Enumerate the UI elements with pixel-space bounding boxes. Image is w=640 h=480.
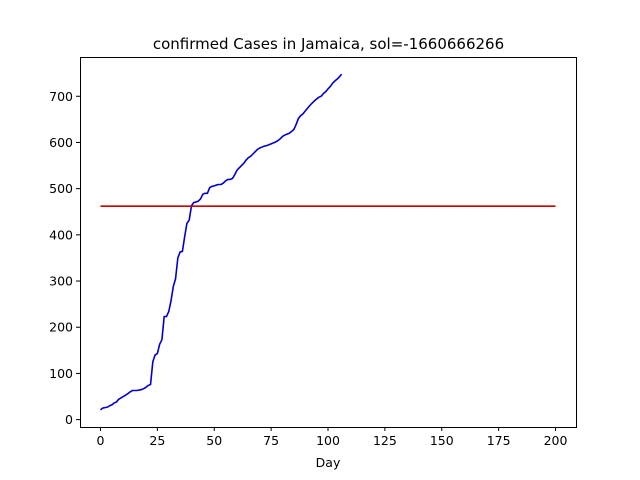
series-line-0 xyxy=(99,73,343,411)
ticks-layer: 0 25 50 75 100 125 150 175 200 0 100 200 300 400 500 60… xyxy=(49,89,567,448)
x-tick-label: 25 xyxy=(149,433,165,448)
x-tick-label: 150 xyxy=(430,433,454,448)
y-tick-label: 200 xyxy=(49,320,73,335)
y-tick-label: 600 xyxy=(49,135,73,150)
x-tick-label: 50 xyxy=(206,433,222,448)
x-tick-label: 75 xyxy=(263,433,279,448)
x-tick-label: 175 xyxy=(487,433,511,448)
x-tick-label: 125 xyxy=(373,433,397,448)
y-tick-label: 300 xyxy=(49,274,73,289)
x-tick-label: 0 xyxy=(97,433,105,448)
series-layer xyxy=(99,73,556,411)
y-tick-label: 0 xyxy=(65,412,73,427)
chart-title: confirmed Cases in Jamaica, sol=-1660666… xyxy=(153,35,504,53)
x-tick-label: 200 xyxy=(544,433,568,448)
y-tick-label: 500 xyxy=(49,181,73,196)
y-tick-label: 700 xyxy=(49,89,73,104)
plot-frame xyxy=(80,57,577,428)
x-axis-label: Day xyxy=(316,455,341,470)
y-tick-label: 400 xyxy=(49,227,73,242)
x-tick-label: 100 xyxy=(316,433,340,448)
y-tick-label: 100 xyxy=(49,366,73,381)
